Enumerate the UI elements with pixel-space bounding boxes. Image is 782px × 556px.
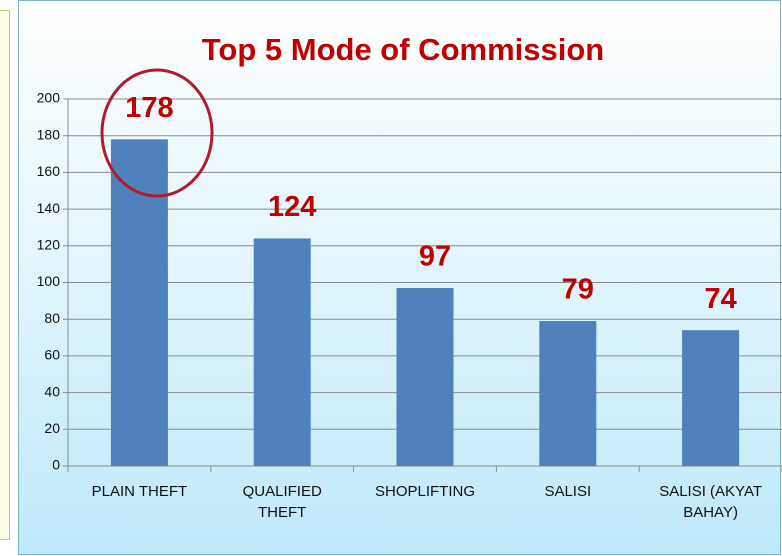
y-tick-label: 160 [37,163,61,179]
y-tick-label: 200 [37,90,61,106]
x-tick-label: SALISI (AKYAT BAHAY) [659,483,762,521]
y-tick-label: 180 [37,126,61,142]
bar [682,330,740,466]
data-label: 74 [704,283,736,315]
y-tick-label: 20 [44,420,60,436]
highlight-circle [100,68,214,198]
side-panel [0,10,10,540]
data-label: 124 [268,191,316,223]
y-tick-label: 100 [37,273,61,289]
data-label: 79 [562,274,594,306]
x-tick-label: SALISI [544,483,592,500]
y-tick-label: 40 [44,383,60,399]
chart-title: Top 5 Mode of Commission [202,32,604,67]
bar [539,321,597,466]
y-tick-label: 80 [44,310,60,326]
bar [253,238,311,466]
x-tick-label: PLAIN THEFT [91,483,188,500]
y-tick-label: 60 [44,347,60,363]
y-tick-label: 140 [37,200,61,216]
data-label: 97 [419,241,451,273]
y-tick-label: 120 [37,237,61,253]
y-tick-label: 0 [52,457,60,473]
bar [396,288,454,466]
bar [110,139,168,466]
x-tick-label: QUALIFIED THEFT [242,483,322,521]
x-tick-label: SHOPLIFTING [374,483,475,500]
data-label: 178 [125,92,173,124]
